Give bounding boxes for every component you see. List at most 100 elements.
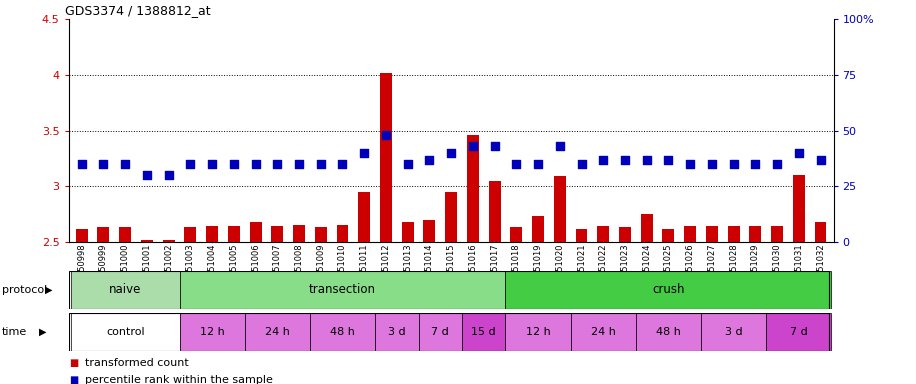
Point	[96, 161, 111, 167]
Text: transection: transection	[309, 283, 376, 296]
FancyBboxPatch shape	[245, 313, 310, 351]
Bar	[662, 228, 674, 242]
Bar	[358, 192, 370, 242]
Point	[139, 172, 154, 178]
Point	[357, 150, 372, 156]
Bar	[575, 228, 587, 242]
Bar	[249, 222, 262, 242]
Point	[726, 161, 741, 167]
Bar	[510, 227, 522, 242]
Bar	[532, 216, 544, 242]
Point	[769, 161, 784, 167]
Text: 3 d: 3 d	[388, 327, 406, 337]
Point	[205, 161, 220, 167]
Bar	[163, 240, 175, 242]
Text: time: time	[2, 327, 27, 337]
Bar	[336, 225, 348, 242]
Point	[596, 156, 611, 162]
Bar	[445, 192, 457, 242]
Bar	[184, 227, 196, 242]
Point	[270, 161, 285, 167]
Bar	[380, 73, 392, 242]
Point	[748, 161, 763, 167]
Text: ▶: ▶	[45, 285, 52, 295]
Bar	[640, 214, 653, 242]
Bar	[293, 225, 305, 242]
Bar	[554, 176, 566, 242]
FancyBboxPatch shape	[636, 313, 701, 351]
Bar	[597, 226, 609, 242]
Bar	[619, 227, 631, 242]
Point	[704, 161, 719, 167]
Text: GDS3374 / 1388812_at: GDS3374 / 1388812_at	[65, 3, 211, 17]
Point	[291, 161, 306, 167]
Text: 7 d: 7 d	[431, 327, 449, 337]
Text: ▶: ▶	[38, 327, 46, 337]
Point	[183, 161, 198, 167]
Point	[400, 161, 415, 167]
Point	[118, 161, 133, 167]
Bar	[228, 226, 240, 242]
Bar	[402, 222, 414, 242]
FancyBboxPatch shape	[375, 313, 419, 351]
FancyBboxPatch shape	[180, 313, 245, 351]
Point	[443, 150, 458, 156]
FancyBboxPatch shape	[71, 271, 180, 309]
Point	[248, 161, 263, 167]
Point	[74, 161, 89, 167]
Bar	[206, 226, 218, 242]
FancyBboxPatch shape	[419, 313, 462, 351]
Point	[226, 161, 241, 167]
Point	[813, 156, 828, 162]
Point	[791, 150, 806, 156]
FancyBboxPatch shape	[571, 313, 636, 351]
Text: ■: ■	[69, 358, 78, 368]
Text: protocol: protocol	[2, 285, 47, 295]
Point	[422, 156, 437, 162]
Bar	[119, 227, 131, 242]
Bar	[97, 227, 109, 242]
Point	[378, 132, 393, 138]
Text: 15 d: 15 d	[472, 327, 496, 337]
Text: 24 h: 24 h	[591, 327, 616, 337]
Point	[639, 156, 654, 162]
Bar	[141, 240, 153, 242]
Bar	[684, 226, 696, 242]
Point	[552, 143, 567, 149]
Point	[682, 161, 697, 167]
Bar	[315, 227, 327, 242]
FancyBboxPatch shape	[766, 313, 832, 351]
Text: transformed count: transformed count	[85, 358, 189, 368]
Text: 7 d: 7 d	[790, 327, 808, 337]
Bar	[423, 220, 435, 242]
Text: 48 h: 48 h	[330, 327, 354, 337]
Bar	[771, 226, 783, 242]
Point	[335, 161, 350, 167]
Point	[617, 156, 632, 162]
Point	[661, 156, 676, 162]
Bar	[271, 226, 283, 242]
Text: 12 h: 12 h	[200, 327, 224, 337]
Bar	[749, 226, 761, 242]
Text: 48 h: 48 h	[656, 327, 681, 337]
Text: 3 d: 3 d	[725, 327, 743, 337]
FancyBboxPatch shape	[310, 313, 375, 351]
FancyBboxPatch shape	[71, 313, 180, 351]
FancyBboxPatch shape	[506, 271, 832, 309]
Bar	[727, 226, 739, 242]
Bar	[706, 226, 718, 242]
Point	[487, 143, 502, 149]
Point	[530, 161, 545, 167]
Text: 12 h: 12 h	[526, 327, 551, 337]
Point	[509, 161, 524, 167]
Point	[161, 172, 176, 178]
Text: naive: naive	[109, 283, 141, 296]
Point	[574, 161, 589, 167]
FancyBboxPatch shape	[506, 313, 571, 351]
Text: ■: ■	[69, 375, 78, 384]
Bar	[488, 181, 500, 242]
Point	[465, 143, 480, 149]
Bar	[467, 135, 479, 242]
Text: crush: crush	[652, 283, 684, 296]
Bar	[76, 228, 88, 242]
